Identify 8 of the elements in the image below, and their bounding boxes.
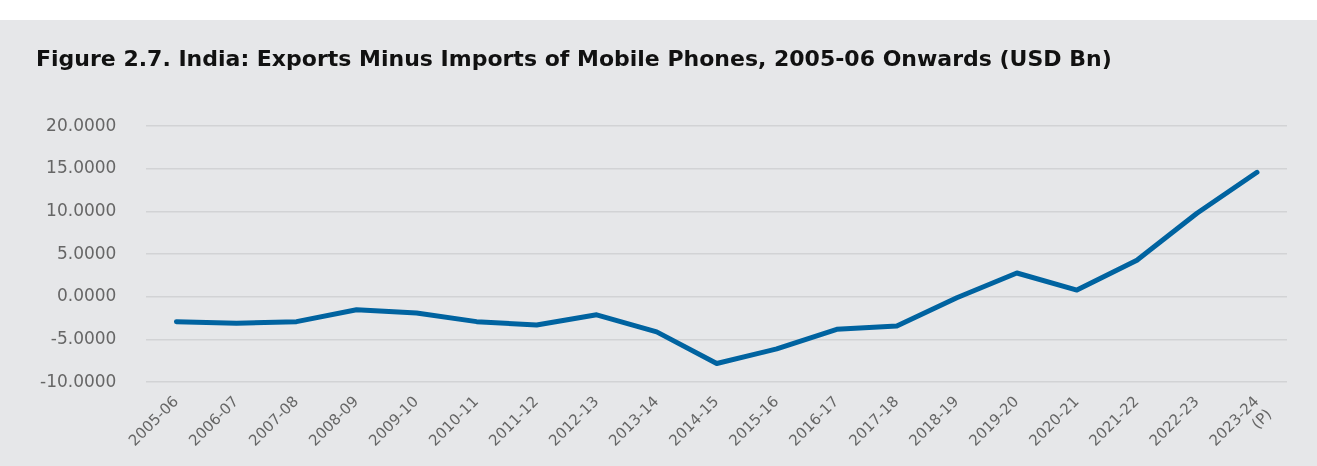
y-tick-label: 10.0000: [46, 199, 117, 220]
chart-title: Figure 2.7. India: Exports Minus Imports of Mobile Phones, 2005-06 Onwards (USD Bn): [36, 46, 1112, 71]
y-tick-label: 15.0000: [46, 157, 117, 178]
y-tick-label: 20.0000: [46, 114, 117, 135]
y-tick-label: -5.0000: [50, 327, 117, 348]
y-tick-label: 0.0000: [56, 285, 117, 306]
y-tick-label: -10.0000: [40, 370, 117, 391]
y-tick-label: 5.0000: [56, 242, 117, 263]
